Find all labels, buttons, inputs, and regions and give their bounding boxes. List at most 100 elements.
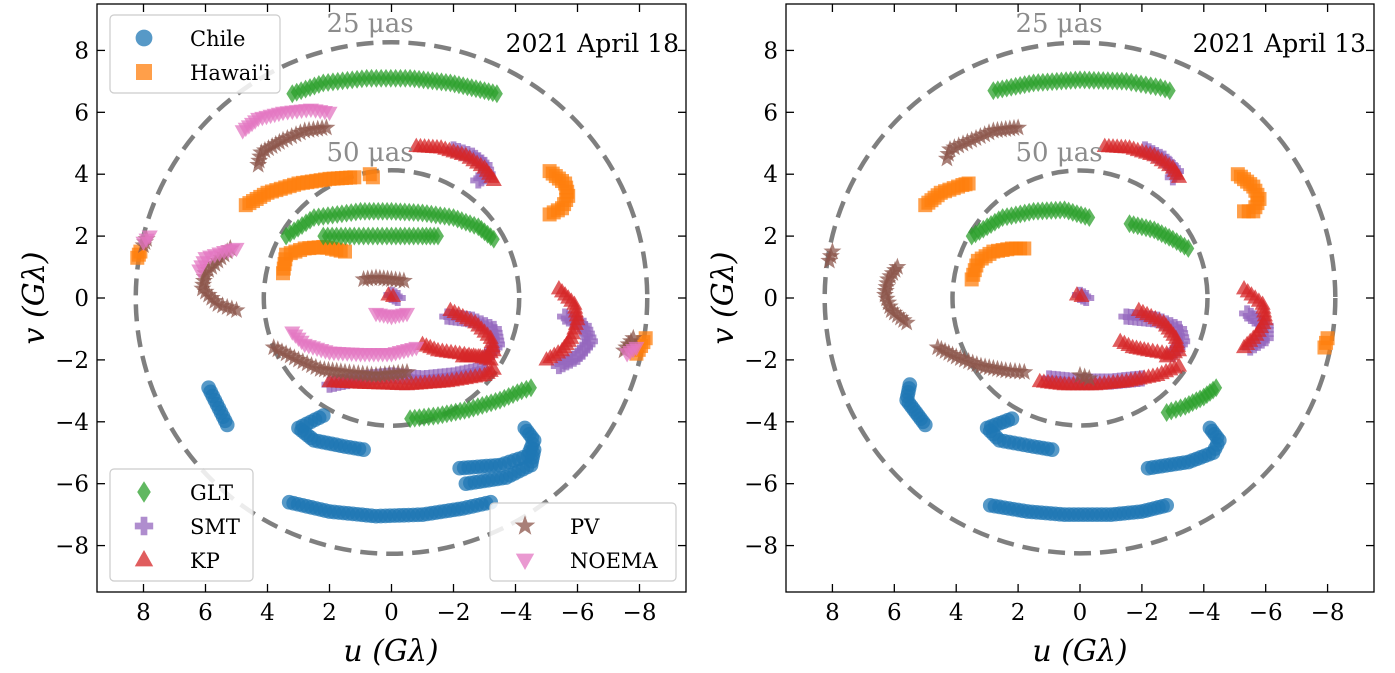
- uv-point-glt: [1163, 81, 1176, 101]
- y-tick-label: −4: [744, 410, 778, 436]
- y-tick-label: −8: [744, 534, 778, 560]
- y-tick-label: 6: [74, 100, 89, 126]
- y-tick-label: 4: [763, 162, 778, 188]
- uv-point-pv: [897, 313, 916, 331]
- ring-label-50uas: 50 μas: [1015, 138, 1102, 168]
- legend-label: KP: [190, 549, 220, 573]
- uv-point-pv: [205, 291, 224, 309]
- uv-point-pv: [888, 305, 907, 323]
- uv-point-noema: [321, 106, 338, 122]
- y-tick-label: 0: [74, 286, 89, 312]
- uv-point-pv: [886, 260, 905, 278]
- uv-point-pv: [202, 288, 221, 306]
- x-tick-label: −2: [437, 600, 471, 626]
- legend-label: GLT: [190, 481, 233, 505]
- y-tick-label: −2: [55, 348, 89, 374]
- y-tick-label: −8: [55, 534, 89, 560]
- uv-point-glt: [490, 84, 503, 104]
- uv-point-pv: [624, 328, 643, 346]
- uv-point-pv: [891, 308, 910, 326]
- uv-point-pv: [941, 140, 960, 158]
- legend-label: NOEMA: [570, 549, 658, 573]
- uv-point-chile: [452, 460, 468, 476]
- legend-marker-pv: [514, 515, 536, 535]
- uv-point-noema: [628, 341, 645, 357]
- uv-point-hawaii: [338, 244, 352, 259]
- x-axis-label: u (Gλ): [343, 634, 438, 669]
- uv-point-glt: [525, 378, 537, 398]
- uv-point-pv: [199, 260, 218, 278]
- x-tick-label: 0: [384, 600, 399, 626]
- panel-april-18: 8 6 4 2 0 −2 −4 −6 −8 8 6 4 2 0 −2 −4 −6 −8 25 μas 50 μas…: [17, 3, 687, 669]
- uv-point-noema: [228, 242, 245, 258]
- legend-lower-left: GLT SMT KP: [109, 468, 254, 582]
- uv-point-glt: [432, 226, 444, 246]
- y-tick-label: 0: [763, 286, 778, 312]
- uv-point-kp: [1170, 168, 1188, 183]
- uv-point-glt: [1182, 239, 1195, 258]
- axis-ticks: 8 6 4 2 0 −2 −4 −6 −8 8 6 4 2 0 −2 −4 −6 −8: [744, 4, 1374, 626]
- uv-point-kp: [485, 171, 502, 186]
- uv-point-noema: [408, 341, 425, 357]
- uv-point-chile: [458, 476, 474, 492]
- uv-point-pv: [196, 282, 215, 300]
- uv-point-chile: [1159, 497, 1175, 513]
- uv-point-pv: [398, 362, 416, 380]
- uv-point-chile: [917, 417, 933, 433]
- uv-point-kp: [1073, 287, 1090, 303]
- date-label: 2021 April 13: [1193, 29, 1366, 58]
- ring-25-μas: [822, 40, 1338, 556]
- y-tick-label: 8: [763, 38, 778, 64]
- uv-point-hawaii: [638, 331, 653, 346]
- ring-50-μas: [261, 168, 522, 428]
- uv-point-kp: [485, 360, 502, 375]
- uv-point-smt: [470, 172, 487, 189]
- uv-point-hawaii: [347, 170, 362, 185]
- uv-point-hawaii: [1320, 331, 1335, 346]
- uv-point-hawaii: [1017, 241, 1032, 256]
- y-tick-label: −6: [744, 472, 778, 498]
- uv-point-glt: [1210, 378, 1223, 398]
- uv-point-pv: [208, 251, 227, 269]
- uv-point-pv: [823, 242, 842, 260]
- uv-point-pv: [1080, 369, 1099, 387]
- y-axis-label: v (Gλ): [706, 252, 741, 345]
- baseline-rings: [133, 40, 650, 556]
- uv-tracks: [820, 70, 1335, 522]
- uv-point-kp: [482, 351, 499, 366]
- uv-point-pv: [894, 310, 913, 328]
- x-axis-label: u (Gλ): [1032, 634, 1127, 669]
- legend-marker-glt: [137, 481, 151, 503]
- x-tick-label: −6: [1249, 600, 1283, 626]
- baseline-rings: [822, 40, 1338, 556]
- uv-point-kp: [1170, 357, 1188, 372]
- x-tick-label: 2: [1011, 600, 1026, 626]
- uv-point-pv: [939, 144, 958, 162]
- legend-label: SMT: [190, 515, 240, 539]
- legend-marker-chile: [135, 29, 153, 47]
- uv-point-hawaii: [1237, 204, 1252, 219]
- x-tick-label: −4: [499, 600, 533, 626]
- uv-point-noema: [141, 230, 158, 245]
- y-axis-label: v (Gλ): [17, 252, 52, 345]
- legend-marker-noema: [515, 553, 535, 570]
- uv-point-pv: [885, 303, 904, 321]
- y-tick-label: −2: [744, 348, 778, 374]
- uv-point-hawaii: [365, 170, 380, 185]
- legend-upper-left: Chile Hawai'i: [109, 14, 281, 94]
- x-tick-label: 8: [136, 600, 151, 626]
- ring-label-50uas: 50 μas: [326, 138, 413, 168]
- x-tick-label: 4: [260, 600, 275, 626]
- legend-marker-kp: [134, 550, 154, 567]
- uv-point-kp: [538, 351, 555, 366]
- uv-point-pv: [881, 266, 900, 284]
- uv-point-pv: [394, 271, 413, 289]
- uv-point-pv: [937, 149, 956, 167]
- uv-point-kp: [1158, 344, 1175, 360]
- x-tick-label: 2: [322, 600, 337, 626]
- x-tick-label: 8: [825, 600, 840, 626]
- legend-lower-right: PV NOEMA: [489, 502, 677, 582]
- uv-point-glt: [487, 229, 500, 249]
- uv-point-pv: [202, 257, 221, 275]
